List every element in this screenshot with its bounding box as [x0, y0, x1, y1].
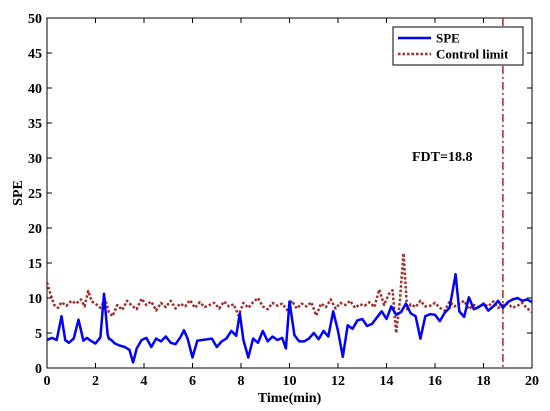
tick-labels: 0 2 4 6 8 10 12 14 16 18 20 0 5 10 15 20 25 30 35 40 45 50	[28, 12, 539, 389]
x-tick-label: 18	[477, 374, 491, 389]
legend: SPE Control limit	[392, 26, 524, 66]
y-tick-label: 25	[28, 187, 42, 202]
fdt-annotation: FDT=18.8	[412, 150, 472, 165]
x-tick-label: 0	[44, 374, 51, 389]
series-line-control-limit	[45, 251, 533, 335]
y-tick-label: 30	[28, 152, 42, 167]
series-line-spe	[46, 272, 533, 364]
y-axis-label: SPE	[11, 180, 26, 206]
y-tick-label: 20	[28, 222, 42, 237]
legend-box	[392, 26, 524, 66]
x-tick-label: 12	[331, 374, 345, 389]
x-tick-label: 2	[92, 374, 99, 389]
legend-label-spe: SPE	[436, 31, 460, 46]
x-tick-label: 16	[428, 374, 442, 389]
y-tick-label: 0	[35, 362, 42, 377]
y-tick-label: 35	[28, 117, 42, 132]
y-tick-label: 50	[28, 12, 42, 27]
y-tick-label: 5	[35, 327, 42, 342]
x-tick-label: 14	[380, 374, 394, 389]
x-tick-label: 20	[525, 374, 539, 389]
series-layer	[45, 18, 533, 368]
y-tick-label: 10	[28, 292, 42, 307]
x-tick-label: 4	[141, 374, 148, 389]
x-tick-label: 10	[283, 374, 297, 389]
y-tick-label: 45	[28, 47, 42, 62]
x-tick-label: 6	[189, 374, 196, 389]
x-tick-label: 8	[238, 374, 245, 389]
y-tick-label: 40	[28, 82, 42, 97]
legend-label-control-limit: Control limit	[436, 47, 509, 62]
x-axis-label: Time(min)	[258, 391, 322, 406]
y-tick-label: 15	[28, 257, 42, 272]
